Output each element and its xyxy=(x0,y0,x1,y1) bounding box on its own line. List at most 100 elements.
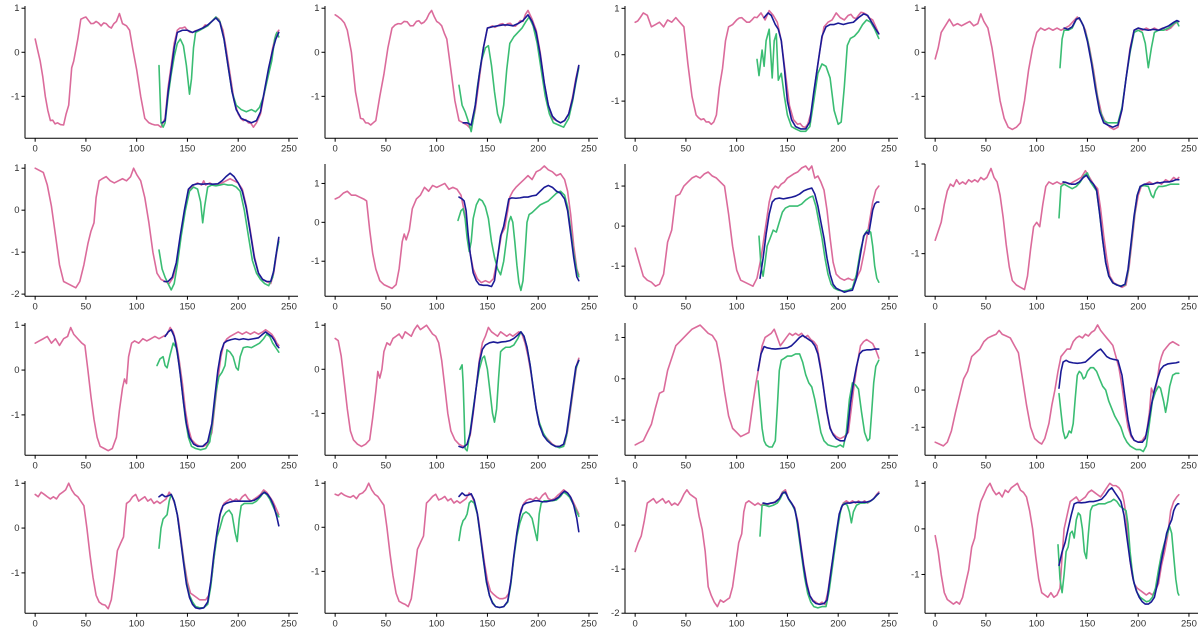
x-tick-label: 0 xyxy=(33,144,38,155)
line-chart-svg: -1 0 1 0 50 100 150 200 250 xyxy=(911,3,1198,155)
x-tick-label: 250 xyxy=(1181,144,1197,155)
chart-panel-r3c2: -1 0 1 0 50 100 150 200 250 xyxy=(300,317,600,475)
x-tick-label: 0 xyxy=(333,302,338,313)
x-tick-label: 150 xyxy=(480,618,496,629)
y-tick-label: 1 xyxy=(314,179,319,190)
pink-series-line xyxy=(34,482,280,610)
x-tick-label: 100 xyxy=(729,618,745,629)
green-series-line xyxy=(1057,498,1180,603)
line-chart-svg: -1 0 1 0 50 100 150 200 250 xyxy=(911,159,1198,313)
x-tick-label: 250 xyxy=(881,460,897,471)
y-tick-label: 0 xyxy=(614,221,619,232)
x-tick-label: 100 xyxy=(729,144,745,155)
x-tick-label: 50 xyxy=(681,144,692,155)
chart-panel-r4c1: -1 0 1 0 50 100 150 200 250 xyxy=(0,475,300,633)
x-tick-label: 250 xyxy=(581,302,597,313)
x-tick-label: 0 xyxy=(333,460,338,471)
y-tick-label: -2 xyxy=(611,608,619,619)
x-tick-label: 250 xyxy=(1181,460,1197,471)
line-chart-svg: -1 0 1 0 50 100 150 200 250 xyxy=(911,478,1198,629)
x-tick-label: 200 xyxy=(530,618,546,629)
y-tick-label: 1 xyxy=(14,3,19,14)
y-tick-label: 1 xyxy=(614,181,619,192)
x-tick-label: 150 xyxy=(1080,618,1096,629)
line-chart-svg: -1 0 1 0 50 100 150 200 250 xyxy=(611,164,898,313)
x-tick-label: 250 xyxy=(881,302,897,313)
x-tick-label: 50 xyxy=(981,144,992,155)
navy-series-line xyxy=(462,14,580,126)
line-chart-svg: -2 -1 0 1 0 50 100 150 200 250 xyxy=(11,163,298,313)
green-series-line xyxy=(459,330,580,452)
y-tick-label: 0 xyxy=(14,205,19,216)
y-tick-label: -1 xyxy=(11,409,19,420)
x-tick-label: 200 xyxy=(230,302,246,313)
y-tick-label: 1 xyxy=(14,163,19,174)
y-tick-label: -1 xyxy=(11,568,19,579)
x-tick-label: 150 xyxy=(1080,460,1096,471)
y-tick-label: 1 xyxy=(914,159,919,170)
x-tick-label: 200 xyxy=(230,460,246,471)
x-tick-label: 50 xyxy=(81,618,92,629)
y-tick-label: 1 xyxy=(914,478,919,489)
navy-series-line xyxy=(1063,17,1180,129)
y-tick-label: -1 xyxy=(611,564,619,575)
y-tick-label: 0 xyxy=(14,47,19,58)
x-tick-label: 150 xyxy=(480,460,496,471)
line-chart-svg: -1 0 1 0 50 100 150 200 250 xyxy=(11,478,298,629)
x-tick-label: 0 xyxy=(33,302,38,313)
x-tick-label: 150 xyxy=(1080,302,1096,313)
x-tick-label: 100 xyxy=(729,302,745,313)
line-chart-svg: -1 0 1 0 50 100 150 200 250 xyxy=(311,3,598,155)
pink-series-line xyxy=(634,9,880,129)
x-tick-label: 0 xyxy=(33,460,38,471)
y-tick-label: 0 xyxy=(914,204,919,215)
chart-panel-r1c2: -1 0 1 0 50 100 150 200 250 xyxy=(300,0,600,158)
chart-panel-r1c4: -1 0 1 0 50 100 150 200 250 xyxy=(900,0,1200,158)
y-tick-label: -1 xyxy=(611,261,619,272)
y-tick-label: -1 xyxy=(611,96,619,107)
chart-panel-r3c3: -1 0 1 0 50 100 150 200 250 xyxy=(600,317,900,475)
green-series-line xyxy=(158,183,280,291)
pink-series-line xyxy=(934,323,1180,447)
x-tick-label: 250 xyxy=(1181,618,1197,629)
x-tick-label: 50 xyxy=(81,144,92,155)
pink-series-line xyxy=(634,165,880,288)
line-chart-svg: -1 0 1 0 50 100 150 200 250 xyxy=(11,320,298,471)
green-series-line xyxy=(759,490,880,609)
line-chart-svg: -1 0 1 0 50 100 150 200 250 xyxy=(11,3,298,155)
x-tick-label: 0 xyxy=(933,460,938,471)
chart-panel-r4c4: -1 0 1 0 50 100 150 200 250 xyxy=(900,475,1200,633)
x-tick-label: 50 xyxy=(381,618,392,629)
x-tick-label: 100 xyxy=(429,618,445,629)
pink-series-line xyxy=(34,326,280,452)
x-tick-label: 200 xyxy=(830,618,846,629)
navy-series-line xyxy=(763,12,880,130)
y-tick-label: 0 xyxy=(614,50,619,61)
y-tick-label: -1 xyxy=(311,408,319,419)
pink-series-line xyxy=(934,13,1180,131)
x-tick-label: 250 xyxy=(281,460,297,471)
x-tick-label: 250 xyxy=(281,144,297,155)
x-tick-label: 150 xyxy=(180,144,196,155)
x-tick-label: 50 xyxy=(381,144,392,155)
y-tick-label: 1 xyxy=(614,476,619,487)
y-tick-label: 1 xyxy=(914,3,919,14)
line-chart-svg: -1 0 1 0 50 100 150 200 250 xyxy=(611,322,898,471)
y-tick-label: 0 xyxy=(314,218,319,229)
y-tick-label: 0 xyxy=(14,523,19,534)
x-tick-label: 100 xyxy=(129,460,145,471)
green-series-line xyxy=(458,16,580,133)
x-tick-label: 0 xyxy=(633,302,638,313)
green-series-line xyxy=(457,190,580,292)
y-tick-label: 0 xyxy=(614,520,619,531)
pink-series-line xyxy=(634,323,880,446)
y-tick-label: -1 xyxy=(311,256,319,267)
pink-series-line xyxy=(334,482,580,608)
x-tick-label: 150 xyxy=(480,302,496,313)
x-tick-label: 150 xyxy=(780,618,796,629)
navy-series-line xyxy=(458,490,580,609)
chart-panel-r2c4: -1 0 1 0 50 100 150 200 250 xyxy=(900,158,1200,316)
x-tick-label: 100 xyxy=(129,618,145,629)
x-tick-label: 250 xyxy=(581,618,597,629)
x-tick-label: 100 xyxy=(429,144,445,155)
